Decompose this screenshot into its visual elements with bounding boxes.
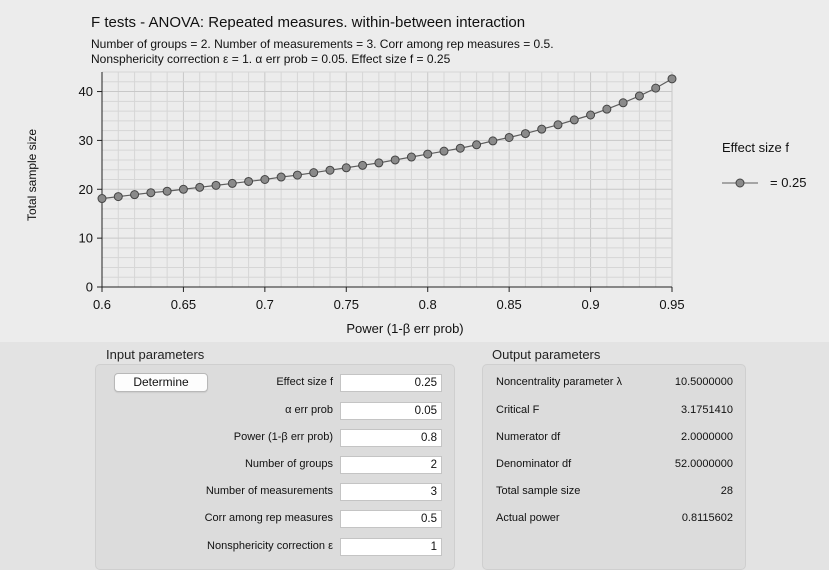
input-parameters-panel: Determine Effect size f 0.25 α err prob … [95, 364, 455, 570]
power-plot-area: F tests - ANOVA: Repeated measures. with… [25, 14, 807, 336]
data-point [358, 160, 368, 170]
data-point [488, 136, 498, 146]
x-tick-label: 0.95 [659, 297, 684, 312]
x-tick-label: 0.75 [334, 297, 359, 312]
data-point [244, 176, 254, 186]
data-point [439, 146, 449, 156]
data-point [113, 192, 123, 202]
data-point [97, 194, 107, 204]
actual-power-label: Actual power [496, 512, 560, 524]
nonsphericity-correction-label: Nonsphericity correction ε [207, 540, 333, 552]
alpha-err-prob-label: α err prob [285, 404, 333, 416]
legend-line-marker-icon [722, 178, 758, 188]
data-point [309, 168, 319, 178]
total-sample-size-value: 28 [720, 485, 733, 497]
data-point [130, 190, 140, 200]
series-line [101, 78, 673, 200]
output-parameters-panel: Noncentrality parameter λ 10.5000000 Cri… [482, 364, 746, 570]
total-sample-size-label: Total sample size [496, 485, 581, 497]
y-tick-label: 40 [79, 84, 93, 99]
output-parameters-title: Output parameters [492, 347, 601, 362]
data-point [423, 149, 433, 159]
y-tick-label: 20 [79, 182, 93, 197]
power-label: Power (1-β err prob) [233, 431, 333, 443]
denominator-df-value: 52.0000000 [674, 458, 733, 470]
critical-f-label: Critical F [496, 404, 540, 416]
nonsphericity-correction-input[interactable]: 1 [340, 538, 442, 556]
noncentrality-label: Noncentrality parameter λ [496, 376, 622, 388]
x-tick-label: 0.85 [496, 297, 521, 312]
x-tick-label: 0.6 [93, 297, 111, 312]
input-parameters-title: Input parameters [106, 347, 205, 362]
legend-entry-label: = 0.25 [770, 175, 807, 190]
data-point [406, 152, 416, 162]
legend-title: Effect size f [722, 140, 789, 155]
power-plot: 0 10 20 30 40 0.6 0.65 0.7 0.75 0.8 0.85 0.9 0.95 [79, 71, 685, 312]
power-input[interactable]: 0.8 [340, 429, 442, 447]
data-point [195, 182, 205, 192]
data-point [227, 178, 237, 188]
data-point [602, 104, 612, 114]
data-point [276, 172, 286, 182]
data-point [341, 163, 351, 173]
actual-power-value: 0.8115602 [681, 512, 733, 524]
x-tick-label: 0.65 [171, 297, 196, 312]
data-point [634, 91, 644, 101]
data-point [211, 180, 221, 190]
data-point [586, 110, 596, 120]
data-point [292, 170, 302, 180]
number-of-groups-input[interactable]: 2 [340, 456, 442, 474]
effect-size-input[interactable]: 0.25 [340, 374, 442, 392]
alpha-err-prob-input[interactable]: 0.05 [340, 402, 442, 420]
critical-f-value: 3.1751410 [681, 404, 733, 416]
data-point [260, 175, 270, 184]
y-tick-label: 30 [79, 133, 93, 148]
data-point [537, 124, 547, 134]
data-point [455, 143, 465, 153]
number-of-groups-label: Number of groups [244, 458, 333, 470]
numerator-df-value: 2.0000000 [681, 431, 733, 443]
y-tick-label: 0 [86, 280, 93, 295]
noncentrality-value: 10.5000000 [674, 376, 733, 388]
determine-button[interactable]: Determine [114, 373, 208, 392]
x-tick-label: 0.9 [582, 297, 600, 312]
data-point [553, 120, 563, 130]
data-point [390, 155, 400, 165]
data-point [520, 129, 530, 139]
data-point [325, 165, 335, 175]
x-tick-label: 0.7 [256, 297, 274, 312]
data-point [651, 83, 661, 93]
number-of-measurements-label: Number of measurements [205, 485, 333, 497]
chart-subtitle-line2: Nonsphericity correction ε = 1. α err pr… [91, 52, 451, 66]
x-tick-label: 0.8 [419, 297, 437, 312]
data-point [618, 98, 628, 108]
data-point [146, 188, 156, 198]
y-tick-label: 10 [79, 231, 93, 246]
data-point [569, 115, 579, 125]
data-point [472, 140, 482, 150]
x-axis-title: Power (1-β err prob) [346, 321, 464, 336]
data-point [504, 132, 514, 142]
data-point [667, 74, 677, 84]
effect-size-label: Effect size f [276, 376, 333, 388]
chart-title: F tests - ANOVA: Repeated measures. with… [91, 14, 526, 31]
corr-rep-measures-input[interactable]: 0.5 [340, 510, 442, 528]
y-axis-title: Total sample size [25, 128, 39, 222]
numerator-df-label: Numerator df [496, 431, 561, 443]
chart-subtitle-line1: Number of groups = 2. Number of measurem… [91, 37, 554, 51]
number-of-measurements-input[interactable]: 3 [340, 483, 442, 501]
data-point [374, 158, 384, 168]
corr-rep-measures-label: Corr among rep measures [204, 512, 333, 524]
parameters-area: Input parameters Output parameters Deter… [0, 342, 829, 570]
data-point [178, 184, 188, 194]
denominator-df-label: Denominator df [496, 458, 572, 470]
data-point [162, 186, 172, 196]
